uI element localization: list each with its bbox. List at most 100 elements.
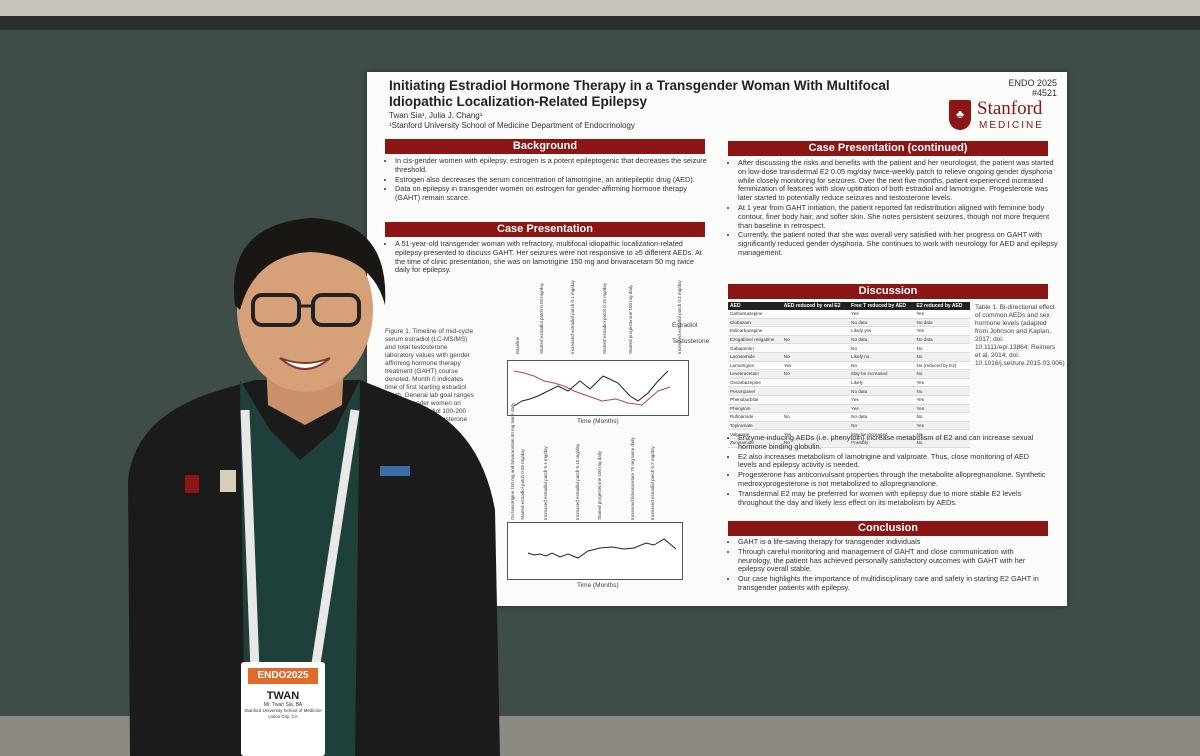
timeline-label: On lamotrigine 150 mg and brivaracetam 5…	[510, 402, 515, 520]
logo-name: Stanford	[977, 98, 1043, 119]
table-row: Gabapentin No No	[728, 343, 970, 353]
table-cell	[781, 343, 850, 353]
table-row: Phenytoin Yes Yes	[728, 404, 970, 414]
glasses-left	[251, 293, 301, 327]
case-cont-heading: Case Presentation (continued)	[728, 141, 1048, 156]
lamotrigine-chart-svg	[527, 538, 677, 559]
table-row: Oxcarbazepine Likely Yes	[728, 378, 970, 388]
table-cell: No	[781, 412, 850, 422]
timeline-label: Increased brivaracetam 75 mg twice daily	[630, 437, 635, 520]
lamotrigine-chart	[507, 522, 683, 580]
board-frame	[0, 16, 1200, 30]
table-cell: No	[781, 369, 850, 379]
table-cell: Zonisamide	[728, 438, 782, 448]
table-cell: No	[849, 361, 915, 371]
aed-column-header: AED reduced by oral E2	[781, 302, 850, 310]
table-cell: Oxcarbazepine	[728, 378, 782, 388]
aed-column-header: E2 reduced by AED	[914, 302, 970, 310]
table-cell: No	[914, 429, 970, 439]
badge-location: Union City, CA	[268, 714, 298, 719]
table-cell: No	[849, 421, 915, 431]
table-cell: No data	[849, 412, 915, 422]
table-cell: Yes	[914, 404, 970, 414]
badge-full-name: Mr. Twan Sia, BA	[263, 702, 303, 708]
timeline-label: Increased estradiol patch 0.15 mg/day	[575, 443, 580, 520]
table-row: Zonisamide No Possibly No	[728, 438, 970, 448]
table-cell: Eslicarbazepine	[728, 326, 782, 336]
table-row: Eslicarbazepine Likely yes Yes	[728, 326, 970, 336]
table-cell: Yes	[781, 429, 850, 439]
brand-patch	[380, 466, 410, 476]
table-row: Lamotrigine Yes No No (reduced by E2)	[728, 361, 970, 371]
badge-org: Stanford University School of Medicine	[244, 708, 322, 713]
table-cell: Yes	[914, 421, 970, 431]
affiliation: ¹Stanford University School of Medicine …	[389, 121, 635, 130]
aed-column-header: Free T reduced by AED	[849, 302, 915, 310]
table-cell: No	[849, 343, 915, 353]
table-cell	[781, 395, 850, 405]
name-badge: ENDO2025 TWAN Mr. Twan Sia, BA Stanford …	[241, 662, 325, 756]
conference-name: ENDO 2025	[1008, 78, 1057, 88]
lanyard-left	[240, 409, 260, 671]
table-cell: No data	[849, 386, 915, 396]
table-cell: Lacosamide	[728, 352, 782, 362]
conclusion-bullet: GAHT is a life-saving therapy for transg…	[738, 537, 1048, 547]
stanford-seal-icon: ♣	[949, 100, 971, 130]
table-cell: No	[914, 343, 970, 353]
timeline-label: Baseline	[515, 336, 520, 354]
table-cell: Yes	[914, 326, 970, 336]
timeline-label: Increased estradiol patch 0.1 mg/day	[543, 446, 548, 520]
face	[237, 228, 373, 392]
person	[128, 218, 500, 756]
table-cell: No data	[849, 335, 915, 345]
bottom-xlabel: Time (Months)	[577, 582, 619, 589]
table-cell	[781, 386, 850, 396]
table-cell: No	[914, 386, 970, 396]
discussion-bullet: Enzyme-inducing AEDs (i.e. phenytoin) in…	[738, 433, 1048, 452]
table-cell: No	[781, 438, 850, 448]
case-heading: Case Presentation	[385, 222, 705, 237]
table-cell: Phenobarbital	[728, 395, 782, 405]
legend-estradiol: Estradiol	[672, 322, 698, 329]
table-cell: No data	[914, 318, 970, 328]
case-bullet: A 51-year-old transgender woman with ref…	[395, 239, 707, 275]
table-cell: Yes	[914, 378, 970, 388]
table-cell: Yes	[781, 361, 850, 371]
table-cell: Gabapentin	[728, 343, 782, 353]
table-cell: Topiramate	[728, 421, 782, 431]
table-caption: Table 1. Bi-directional effect of common…	[975, 304, 1065, 367]
background-bullet: Data on epilepsy in transgender women on…	[395, 185, 707, 203]
timeline-label: Increased estradiol patch 0.1 mg/day	[570, 280, 575, 354]
table-cell: May be increased	[849, 369, 915, 379]
stanford-logo: ♣ Stanford MEDICINE	[949, 98, 1067, 134]
lamotrigine-series	[527, 538, 677, 559]
jacket-logo-patch	[185, 475, 199, 493]
table-cell: Valproate	[728, 429, 782, 439]
poster-title: Initiating Estradiol Hormone Therapy in …	[389, 78, 890, 109]
table-cell: Lamotrigine	[728, 361, 782, 371]
estradiol-chart-svg	[513, 370, 671, 407]
table-row: Levetiracetam No May be increased No	[728, 369, 970, 379]
table-cell: No data	[914, 335, 970, 345]
background-text: In cis-gender women with epilepsy, estro…	[385, 156, 707, 204]
case-cont-bullet: After discussing the risks and benefits …	[738, 158, 1058, 203]
timeline-label: Started progesterone 100 mg daily	[628, 284, 633, 354]
table-cell: Levetiracetam	[728, 369, 782, 379]
table-cell: May be increased	[849, 429, 915, 439]
table-cell: Likely yes	[849, 326, 915, 336]
table-row: Valproate Yes May be increased No	[728, 429, 970, 439]
table-cell: No	[781, 335, 850, 345]
table-cell	[781, 310, 850, 319]
conclusion-heading: Conclusion	[728, 521, 1048, 536]
glasses-right	[311, 293, 361, 327]
legend-testosterone: Testosterone	[672, 338, 710, 345]
lanyard-right	[310, 409, 360, 671]
aed-column-header: AED	[728, 302, 782, 310]
case-cont-bullet: At 1 year from GAHT initiation, the pati…	[738, 203, 1058, 230]
table-cell: Likely no	[849, 352, 915, 362]
hair	[233, 218, 386, 310]
table-cell: No (reduced by E2)	[914, 361, 970, 371]
table-cell: Perampanel	[728, 386, 782, 396]
table-cell: Yes	[849, 404, 915, 414]
testosterone-series	[513, 370, 671, 406]
